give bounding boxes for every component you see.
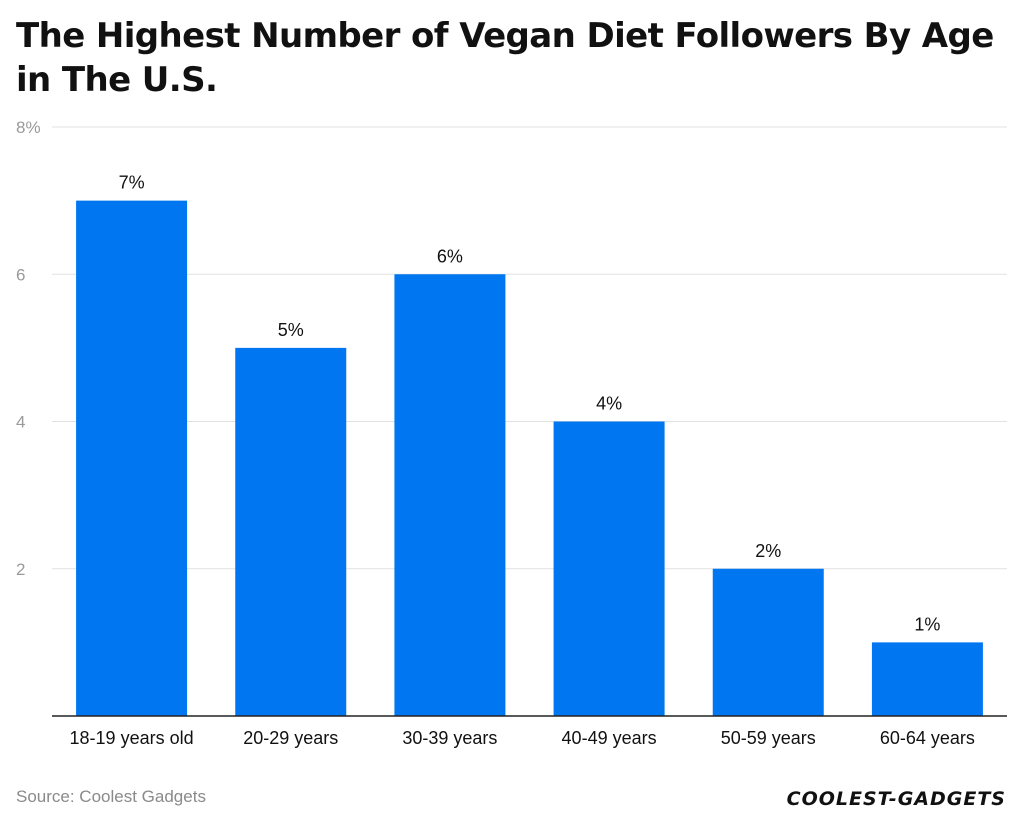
bar — [712, 568, 824, 716]
bar — [871, 642, 983, 716]
chart-title: The Highest Number of Vegan Diet Followe… — [16, 16, 994, 100]
x-tick-label: 18-19 years old — [70, 728, 194, 748]
data-label: 2% — [755, 541, 781, 561]
data-label: 1% — [914, 614, 940, 634]
data-label: 5% — [278, 320, 304, 340]
data-label: 6% — [437, 246, 463, 266]
y-tick-label: 4 — [16, 413, 25, 432]
y-tick-label: 6 — [16, 265, 25, 284]
y-tick-label: 8% — [16, 118, 41, 137]
bar — [394, 274, 506, 716]
data-label: 4% — [596, 394, 622, 414]
bar — [76, 200, 188, 716]
x-tick-label: 40-49 years — [562, 728, 657, 748]
bar — [235, 347, 347, 716]
source-text: Source: Coolest Gadgets — [16, 787, 206, 806]
x-tick-label: 20-29 years — [243, 728, 338, 748]
x-tick-label: 50-59 years — [721, 728, 816, 748]
data-label: 7% — [119, 173, 145, 193]
bar — [553, 421, 665, 716]
brand-logo: Coolest-Gadgets — [786, 788, 1006, 810]
x-tick-label: 60-64 years — [880, 728, 975, 748]
y-tick-label: 2 — [16, 560, 25, 579]
x-tick-label: 30-39 years — [402, 728, 497, 748]
